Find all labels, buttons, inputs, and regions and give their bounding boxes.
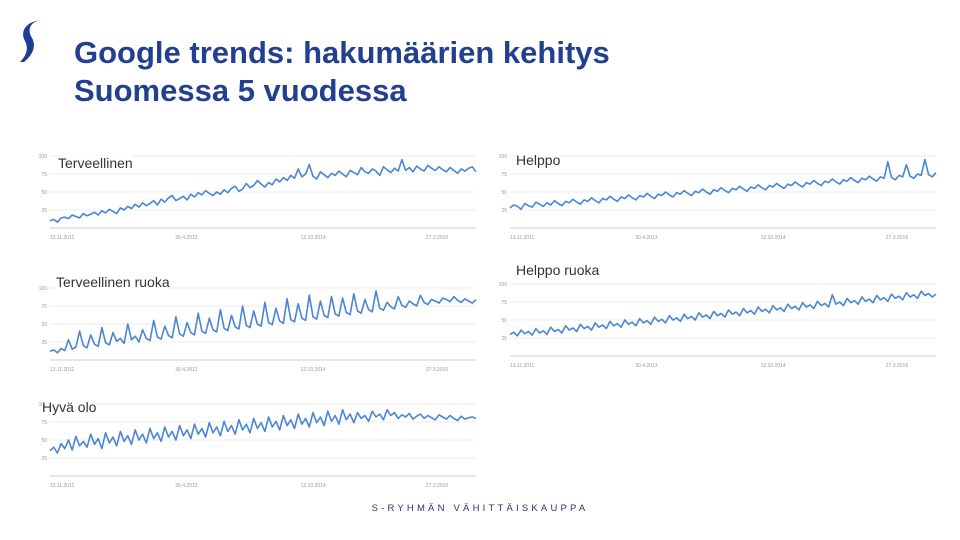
y-tick-label: 75 xyxy=(501,300,507,306)
y-tick-label: 100 xyxy=(499,282,508,288)
y-tick-label: 50 xyxy=(41,322,47,328)
chart-label-terveellinen: Terveellinen xyxy=(58,155,133,171)
x-tick-label: 13.11.2011 xyxy=(50,367,75,373)
y-tick-label: 75 xyxy=(501,172,507,178)
x-tick-label: 27.3.2016 xyxy=(426,235,448,241)
chart-label-helppo-ruoka: Helppo ruoka xyxy=(516,262,600,278)
y-tick-label: 75 xyxy=(41,172,47,178)
y-tick-label: 25 xyxy=(501,208,507,214)
y-tick-label: 50 xyxy=(41,438,47,444)
chart-panel-helppo-ruoka: 100 75 50 25 13.11.2011 30.4.2013 12.10.2014 27… xyxy=(490,262,940,370)
x-tick-label: 27.3.2016 xyxy=(426,367,448,373)
y-tick-label: 25 xyxy=(41,208,47,214)
chart-terveellinen: 100 75 50 25 13.11.2011 30.4.2013 12.10.2014 27… xyxy=(39,154,477,241)
y-tick-label: 100 xyxy=(499,154,508,160)
x-tick-label: 13.11.2011 xyxy=(50,235,75,241)
chart-panel-terveellinen-ruoka: 100 75 50 25 13.11.2011 30.4.2013 12.10.2014 27… xyxy=(30,274,480,374)
chart-panel-terveellinen: 100 75 50 25 13.11.2011 30.4.2013 12.10.2014 27… xyxy=(30,150,480,242)
x-tick-label: 12.10.2014 xyxy=(761,363,786,369)
chart-hyva-olo: 10075502513.11.201130.4.201312.10.201427… xyxy=(39,402,477,489)
y-tick-label: 100 xyxy=(39,154,48,160)
s-logo-icon xyxy=(20,20,44,62)
x-tick-label: 12.10.2014 xyxy=(301,367,326,373)
x-tick-label: 13.11.2011 xyxy=(510,235,535,241)
x-tick-label: 27.3.2016 xyxy=(426,483,448,489)
title-line-1: Google trends: hakumäärien kehitys xyxy=(74,35,610,70)
chart-label-helppo: Helppo xyxy=(516,152,561,168)
chart-panel-hyva-olo: 10075502513.11.201130.4.201312.10.201427… xyxy=(30,398,480,490)
x-tick-label: 30.4.2013 xyxy=(175,367,197,373)
chart-terveellinen-ruoka: 100 75 50 25 13.11.2011 30.4.2013 12.10.2014 27… xyxy=(39,286,477,373)
x-tick-label: 30.4.2013 xyxy=(175,235,197,241)
x-tick-label: 27.3.2016 xyxy=(886,363,908,369)
y-tick-label: 50 xyxy=(501,318,507,324)
series-line xyxy=(509,290,937,337)
chart-label-hyva-olo: Hyvä olo xyxy=(42,399,97,415)
x-tick-label: 13.11.2011 xyxy=(50,483,75,489)
x-tick-label: 30.4.2013 xyxy=(635,363,657,369)
y-tick-label: 50 xyxy=(501,190,507,196)
y-tick-label: 25 xyxy=(41,456,47,462)
series-line xyxy=(49,409,477,454)
y-tick-label: 25 xyxy=(501,336,507,342)
x-tick-label: 12.10.2014 xyxy=(301,235,326,241)
chart-label-terveellinen-ruoka: Terveellinen ruoka xyxy=(56,274,170,290)
footer-text: S-RYHMÄN VÄHITTÄISKAUPPA xyxy=(371,503,589,514)
x-tick-label: 30.4.2013 xyxy=(635,235,657,241)
y-tick-label: 25 xyxy=(41,340,47,346)
chart-panel-helppo: 100 75 50 25 13.11.2011 30.4.2013 12.10.2014 27… xyxy=(490,150,940,242)
series-line xyxy=(49,158,477,223)
x-tick-label: 13.11.2011 xyxy=(510,363,535,369)
y-tick-label: 75 xyxy=(41,420,47,426)
x-tick-label: 27.3.2016 xyxy=(886,235,908,241)
x-tick-label: 30.4.2013 xyxy=(175,483,197,489)
series-line xyxy=(49,290,477,354)
x-tick-label: 12.10.2014 xyxy=(301,483,326,489)
y-tick-label: 100 xyxy=(39,286,48,292)
slide-title: Google trends: hakumäärien kehitys Suome… xyxy=(74,34,610,110)
chart-helppo: 100 75 50 25 13.11.2011 30.4.2013 12.10.2014 27… xyxy=(499,154,937,241)
chart-helppo-ruoka: 100 75 50 25 13.11.2011 30.4.2013 12.10.2014 27… xyxy=(499,282,937,369)
y-tick-label: 75 xyxy=(41,304,47,310)
series-line xyxy=(509,158,937,211)
title-line-2: Suomessa 5 vuodessa xyxy=(74,73,407,108)
x-tick-label: 12.10.2014 xyxy=(761,235,786,241)
y-tick-label: 50 xyxy=(41,190,47,196)
